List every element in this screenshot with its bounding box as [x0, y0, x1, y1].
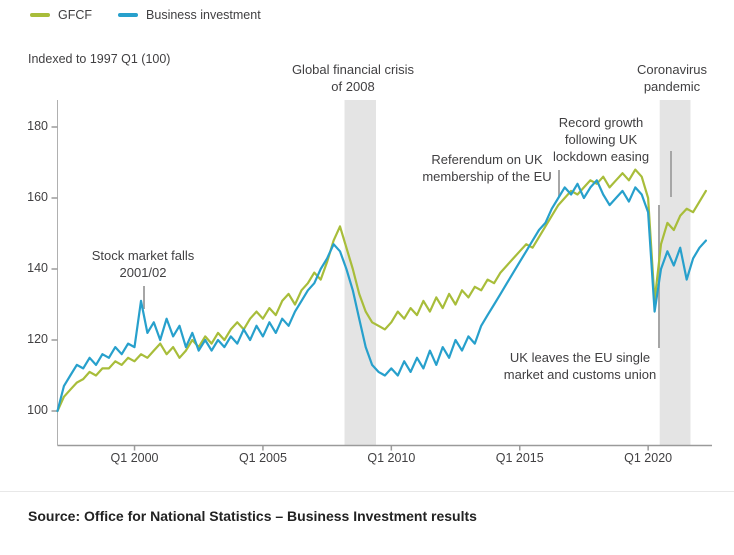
- y-tick-label-100: 100: [27, 403, 48, 417]
- gfcf-legend-swatch: [30, 13, 50, 17]
- x-tick-label-q1-2015: Q1 2015: [495, 451, 544, 465]
- annotation-stock-market-falls: Stock market falls 2001/02: [91, 248, 195, 280]
- business-investment-legend-label: Business investment: [146, 8, 261, 22]
- y-tick-label-180: 180: [27, 119, 48, 133]
- legend-item-gfcf: GFCF: [30, 8, 92, 22]
- annotation-coronavirus-pandemic: Coronavirus pandemic: [636, 62, 708, 94]
- axis-tick-marks: [51, 126, 649, 451]
- annotation-record-growth: Record growth following UK lockdown easi…: [552, 115, 650, 164]
- business-investment-legend-swatch: [118, 13, 139, 17]
- global-financial-crisis-band: [344, 100, 376, 446]
- line-chart: [51, 100, 712, 451]
- x-tick-label-q1-2020: Q1 2020: [624, 451, 673, 465]
- gfcf-legend-label: GFCF: [58, 8, 93, 22]
- annotation-uk-leaves-eu: UK leaves the EU single market and custo…: [503, 350, 657, 382]
- source-footer: Source: Office for National Statistics –…: [0, 491, 734, 524]
- x-tick-label-q1-2010: Q1 2010: [367, 451, 416, 465]
- x-tick-label-q1-2005: Q1 2005: [238, 451, 287, 465]
- y-tick-label-140: 140: [27, 261, 48, 275]
- business-investment-series-line: [56, 179, 708, 413]
- y-tick-label-160: 160: [27, 190, 48, 204]
- index-base-label: Indexed to 1997 Q1 (100): [28, 52, 171, 66]
- x-tick-label-q1-2000: Q1 2000: [110, 451, 159, 465]
- annotation-global-financial-crisis: Global financial crisis of 2008: [291, 62, 415, 94]
- source-text: Source: Office for National Statistics –…: [28, 508, 477, 524]
- chart-legend: GFCF Business investment: [30, 8, 261, 22]
- annotation-eu-referendum: Referendum on UK membership of the EU: [422, 152, 552, 184]
- y-tick-label-120: 120: [27, 332, 48, 346]
- legend-item-business-investment: Business investment: [118, 8, 261, 22]
